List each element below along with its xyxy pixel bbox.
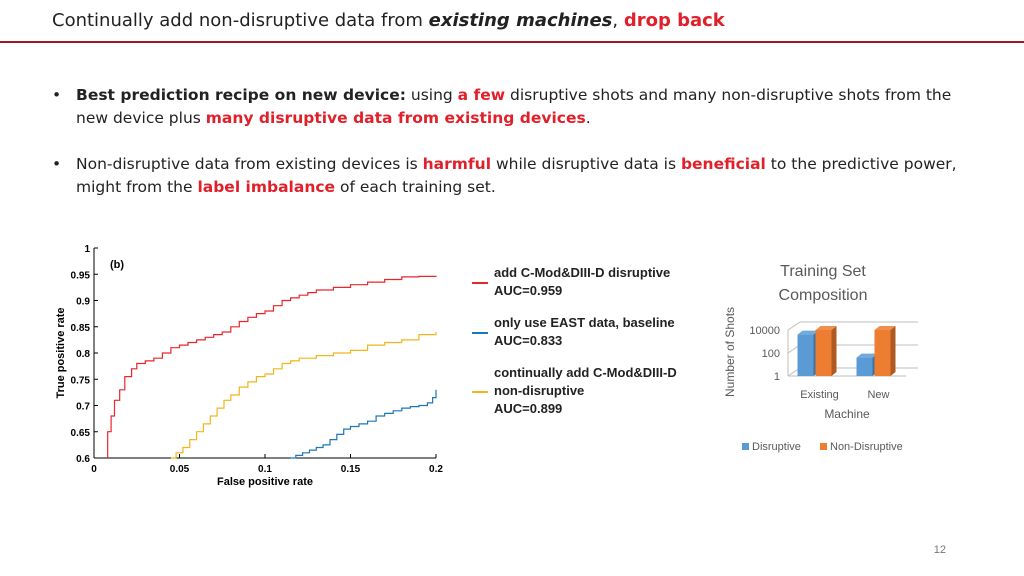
bullet-2-text-1: Non-disruptive data from existing device… [76, 155, 423, 173]
legend-swatch [820, 443, 827, 450]
roc-line-blue [290, 389, 437, 459]
bullet-dot: • [52, 155, 62, 173]
panel-label: (b) [110, 259, 124, 271]
legend-label-yellow: continually add C-Mod&DIII-D non-disrupt… [494, 365, 677, 398]
x-tick-label: 0.15 [341, 464, 361, 475]
bullet-1-lead: Best prediction recipe on new device: [76, 86, 406, 104]
bar-disruptive-existing [797, 334, 814, 376]
legend-item-blue: only use EAST data, baseline AUC=0.833 [472, 314, 732, 350]
legend-swatch-yellow [472, 391, 488, 393]
legend-label-red: add C-Mod&DIII-D disruptive [494, 265, 671, 280]
bullet-2-text-4: of each training set. [335, 178, 496, 196]
title-prefix: Continually add non-disruptive data from [52, 10, 429, 31]
bullet-1-red-1: a few [457, 86, 506, 104]
title-separator: , [612, 10, 624, 31]
bullet-1-red-2: many disruptive data from existing devic… [205, 109, 586, 127]
bullet-1: • Best prediction recipe on new device: … [52, 84, 972, 130]
bar-top [797, 330, 819, 335]
y-tick-label: 0.7 [76, 402, 90, 413]
y-tick-label: 1 [774, 371, 780, 383]
bar-top [874, 326, 896, 330]
title-rule [0, 41, 1024, 43]
y-tick-label: 1 [84, 244, 90, 255]
bar-top [815, 326, 837, 330]
legend-label: Non-Disruptive [830, 441, 903, 453]
bullet-2-red-1: harmful [422, 155, 492, 173]
x-tick-label: 0.2 [429, 464, 443, 475]
x-axis-label: Machine [824, 407, 870, 421]
bullet-2-text-3: to the predictive power, might from the [76, 155, 957, 196]
y-tick-label: 0.9 [76, 297, 90, 308]
bar-chart-title-line1: Training Set [780, 263, 866, 280]
bar-chart-title-line2: Composition [779, 287, 868, 304]
bullet-2-red-3: label imbalance [197, 178, 336, 196]
training-set-chart: Training Set Composition 1 100 10000 Existing… [723, 263, 918, 453]
bullet-2: • Non-disruptive data from existing devi… [52, 153, 972, 199]
category-label: New [867, 389, 889, 401]
title-emphasis: existing machines [428, 10, 613, 31]
legend-auc-yellow: AUC=0.899 [494, 401, 563, 416]
bar-non-disruptive-existing [815, 330, 832, 376]
bullet-2-text-2: while disruptive data is [491, 155, 681, 173]
legend-auc-blue: AUC=0.833 [494, 333, 563, 348]
bullet-dot: • [52, 86, 62, 104]
legend-label-blue: only use EAST data, baseline [494, 315, 675, 330]
y-tick-label: 0.65 [71, 428, 91, 439]
legend-item-red: add C-Mod&DIII-D disruptive AUC=0.959 [472, 264, 732, 300]
x-tick-label: 0.1 [258, 464, 272, 475]
slide-title: Continually add non-disruptive data from… [52, 10, 725, 31]
bullet-list: • Best prediction recipe on new device: … [52, 84, 972, 222]
gridline [787, 321, 918, 331]
bar-side [890, 326, 896, 376]
bullet-1-text-1: using [405, 86, 458, 104]
y-axis-label: Number of Shots [723, 307, 737, 397]
category-label: Existing [800, 389, 839, 401]
legend-auc-red: AUC=0.959 [494, 283, 563, 298]
title-red: drop back [623, 10, 725, 31]
y-tick-label: 0.85 [71, 323, 91, 334]
x-tick-label: 0 [91, 464, 97, 475]
bar-top [856, 353, 878, 358]
y-axis-label: True positive rate [55, 307, 67, 398]
legend-swatch [742, 443, 749, 450]
y-tick-label: 100 [762, 348, 780, 360]
bar-side [831, 326, 837, 376]
bullet-2-red-2: beneficial [680, 155, 766, 173]
roc-line-yellow [170, 332, 437, 459]
bullet-1-text-3: . [585, 109, 591, 127]
x-axis-label: False positive rate [217, 476, 313, 488]
legend-item-yellow: continually add C-Mod&DIII-D non-disrupt… [472, 364, 694, 418]
roc-legend: add C-Mod&DIII-D disruptive AUC=0.959 on… [472, 264, 732, 432]
roc-line-red [107, 275, 437, 458]
legend-label: Disruptive [752, 441, 801, 453]
bar-non-disruptive-new [874, 330, 891, 376]
x-tick-label: 0.05 [170, 464, 190, 475]
bullet-1-text-2: disruptive shots and many non-disruptive… [76, 86, 952, 127]
y-tick-label: 0.75 [71, 375, 91, 386]
y-tick-label: 0.95 [71, 270, 91, 281]
legend-swatch-red [472, 282, 488, 284]
y-tick-label: 0.8 [76, 349, 90, 360]
bar-disruptive-new [856, 357, 873, 376]
y-tick-label: 10000 [749, 325, 780, 337]
legend-swatch-blue [472, 332, 488, 334]
page-number: 12 [933, 544, 946, 556]
roc-chart: 0 0.05 0.1 0.15 0.2 0.6 0.65 0.7 0.75 0.8 0.85 0.9 0… [55, 244, 443, 488]
y-tick-label: 0.6 [76, 454, 90, 465]
